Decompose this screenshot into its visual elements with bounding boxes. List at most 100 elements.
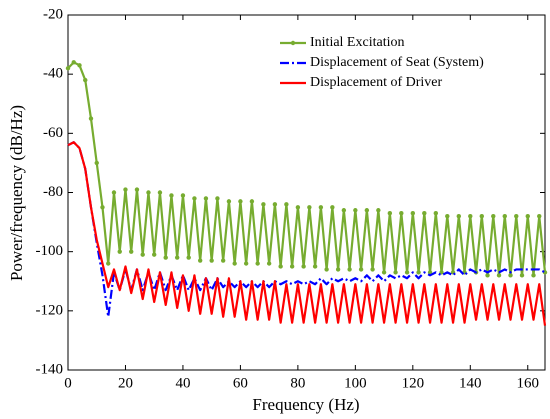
series-marker <box>123 187 128 192</box>
series-marker <box>381 270 387 275</box>
y-tick-label: -40 <box>43 66 63 82</box>
series-marker <box>324 267 329 272</box>
x-tick-label: 140 <box>459 375 482 391</box>
series-marker <box>203 196 209 201</box>
series-marker <box>163 255 168 260</box>
y-axis-label: Power/frequency (dB/Hz) <box>7 105 26 281</box>
series-marker <box>537 213 542 219</box>
series-marker <box>502 213 507 219</box>
series-marker <box>399 211 404 216</box>
series-marker <box>192 196 197 201</box>
y-tick-label: -120 <box>36 302 64 318</box>
series-marker <box>318 205 324 210</box>
series-marker <box>289 264 295 269</box>
series-marker <box>341 208 347 213</box>
series-marker <box>519 273 525 278</box>
series-marker <box>278 264 283 269</box>
legend-label: Initial Excitation <box>310 35 404 50</box>
y-tick-label: -60 <box>43 125 63 141</box>
series-marker <box>174 255 180 260</box>
series-marker <box>88 116 94 121</box>
y-tick-label: -80 <box>43 184 63 200</box>
x-tick-label: 60 <box>233 375 248 391</box>
x-tick-label: 160 <box>517 375 540 391</box>
series-marker <box>410 211 416 216</box>
series-marker <box>117 249 122 254</box>
series-marker <box>416 270 421 275</box>
series-marker <box>220 258 226 263</box>
series-marker <box>301 264 306 269</box>
series-marker <box>491 213 496 219</box>
series-marker <box>94 160 99 166</box>
series-marker <box>215 196 220 201</box>
x-tick-label: 100 <box>344 375 367 391</box>
series-marker <box>140 252 145 257</box>
series-marker <box>232 261 237 266</box>
legend-marker <box>290 40 296 46</box>
series-marker <box>255 261 260 266</box>
x-tick-label: 80 <box>290 375 305 391</box>
series-marker <box>134 187 140 192</box>
legend-label: Displacement of Driver <box>310 75 443 90</box>
series-marker <box>514 213 519 219</box>
legend-label: Displacement of Seat (System) <box>310 55 484 70</box>
series-marker <box>226 199 232 204</box>
series-marker <box>496 273 502 278</box>
series-marker <box>266 261 272 266</box>
series-marker <box>249 199 255 204</box>
series-marker <box>364 208 370 213</box>
series-marker <box>243 261 249 266</box>
x-tick-label: 120 <box>402 375 425 391</box>
x-tick-label: 20 <box>118 375 133 391</box>
series-marker <box>456 213 461 219</box>
series-marker <box>445 213 450 219</box>
y-tick-label: -100 <box>36 243 64 259</box>
series-marker <box>284 202 289 207</box>
series-marker <box>106 261 111 266</box>
series-marker <box>508 273 513 278</box>
series-marker <box>77 63 82 68</box>
series-marker <box>157 190 163 195</box>
series-marker <box>238 199 243 204</box>
series-marker <box>180 193 186 198</box>
series-marker <box>439 270 444 275</box>
series-marker <box>83 77 88 83</box>
series-marker <box>111 190 117 195</box>
series-marker <box>307 205 312 210</box>
series-marker <box>261 202 266 207</box>
series-marker <box>370 267 375 272</box>
series-marker <box>433 211 439 216</box>
series-marker <box>358 267 364 272</box>
y-tick-label: -140 <box>36 361 64 377</box>
x-axis-label: Frequency (Hz) <box>252 395 359 414</box>
series-marker <box>404 270 410 275</box>
series-marker <box>295 205 301 210</box>
series-marker <box>152 252 157 257</box>
series-line <box>67 141 547 326</box>
series-marker <box>427 270 433 275</box>
y-tick-label: -20 <box>43 6 63 22</box>
series-marker <box>422 211 427 216</box>
series-marker <box>197 258 203 263</box>
series-marker <box>335 267 341 272</box>
series-marker <box>393 270 398 275</box>
series-marker <box>347 267 352 272</box>
series-marker <box>169 193 174 198</box>
series-marker <box>71 60 76 65</box>
series-marker <box>376 208 381 213</box>
series-line <box>67 141 546 318</box>
series-marker <box>387 211 393 216</box>
series-marker <box>65 66 71 71</box>
series-marker <box>146 190 151 195</box>
series-marker <box>330 205 335 210</box>
series-marker <box>485 273 490 278</box>
x-tick-label: 0 <box>64 375 72 391</box>
series-line <box>67 61 547 277</box>
series-marker <box>186 255 191 260</box>
series-marker <box>312 264 318 269</box>
series-marker <box>100 205 105 210</box>
x-tick-label: 40 <box>175 375 190 391</box>
series-marker <box>209 258 214 263</box>
series-marker <box>468 213 473 219</box>
